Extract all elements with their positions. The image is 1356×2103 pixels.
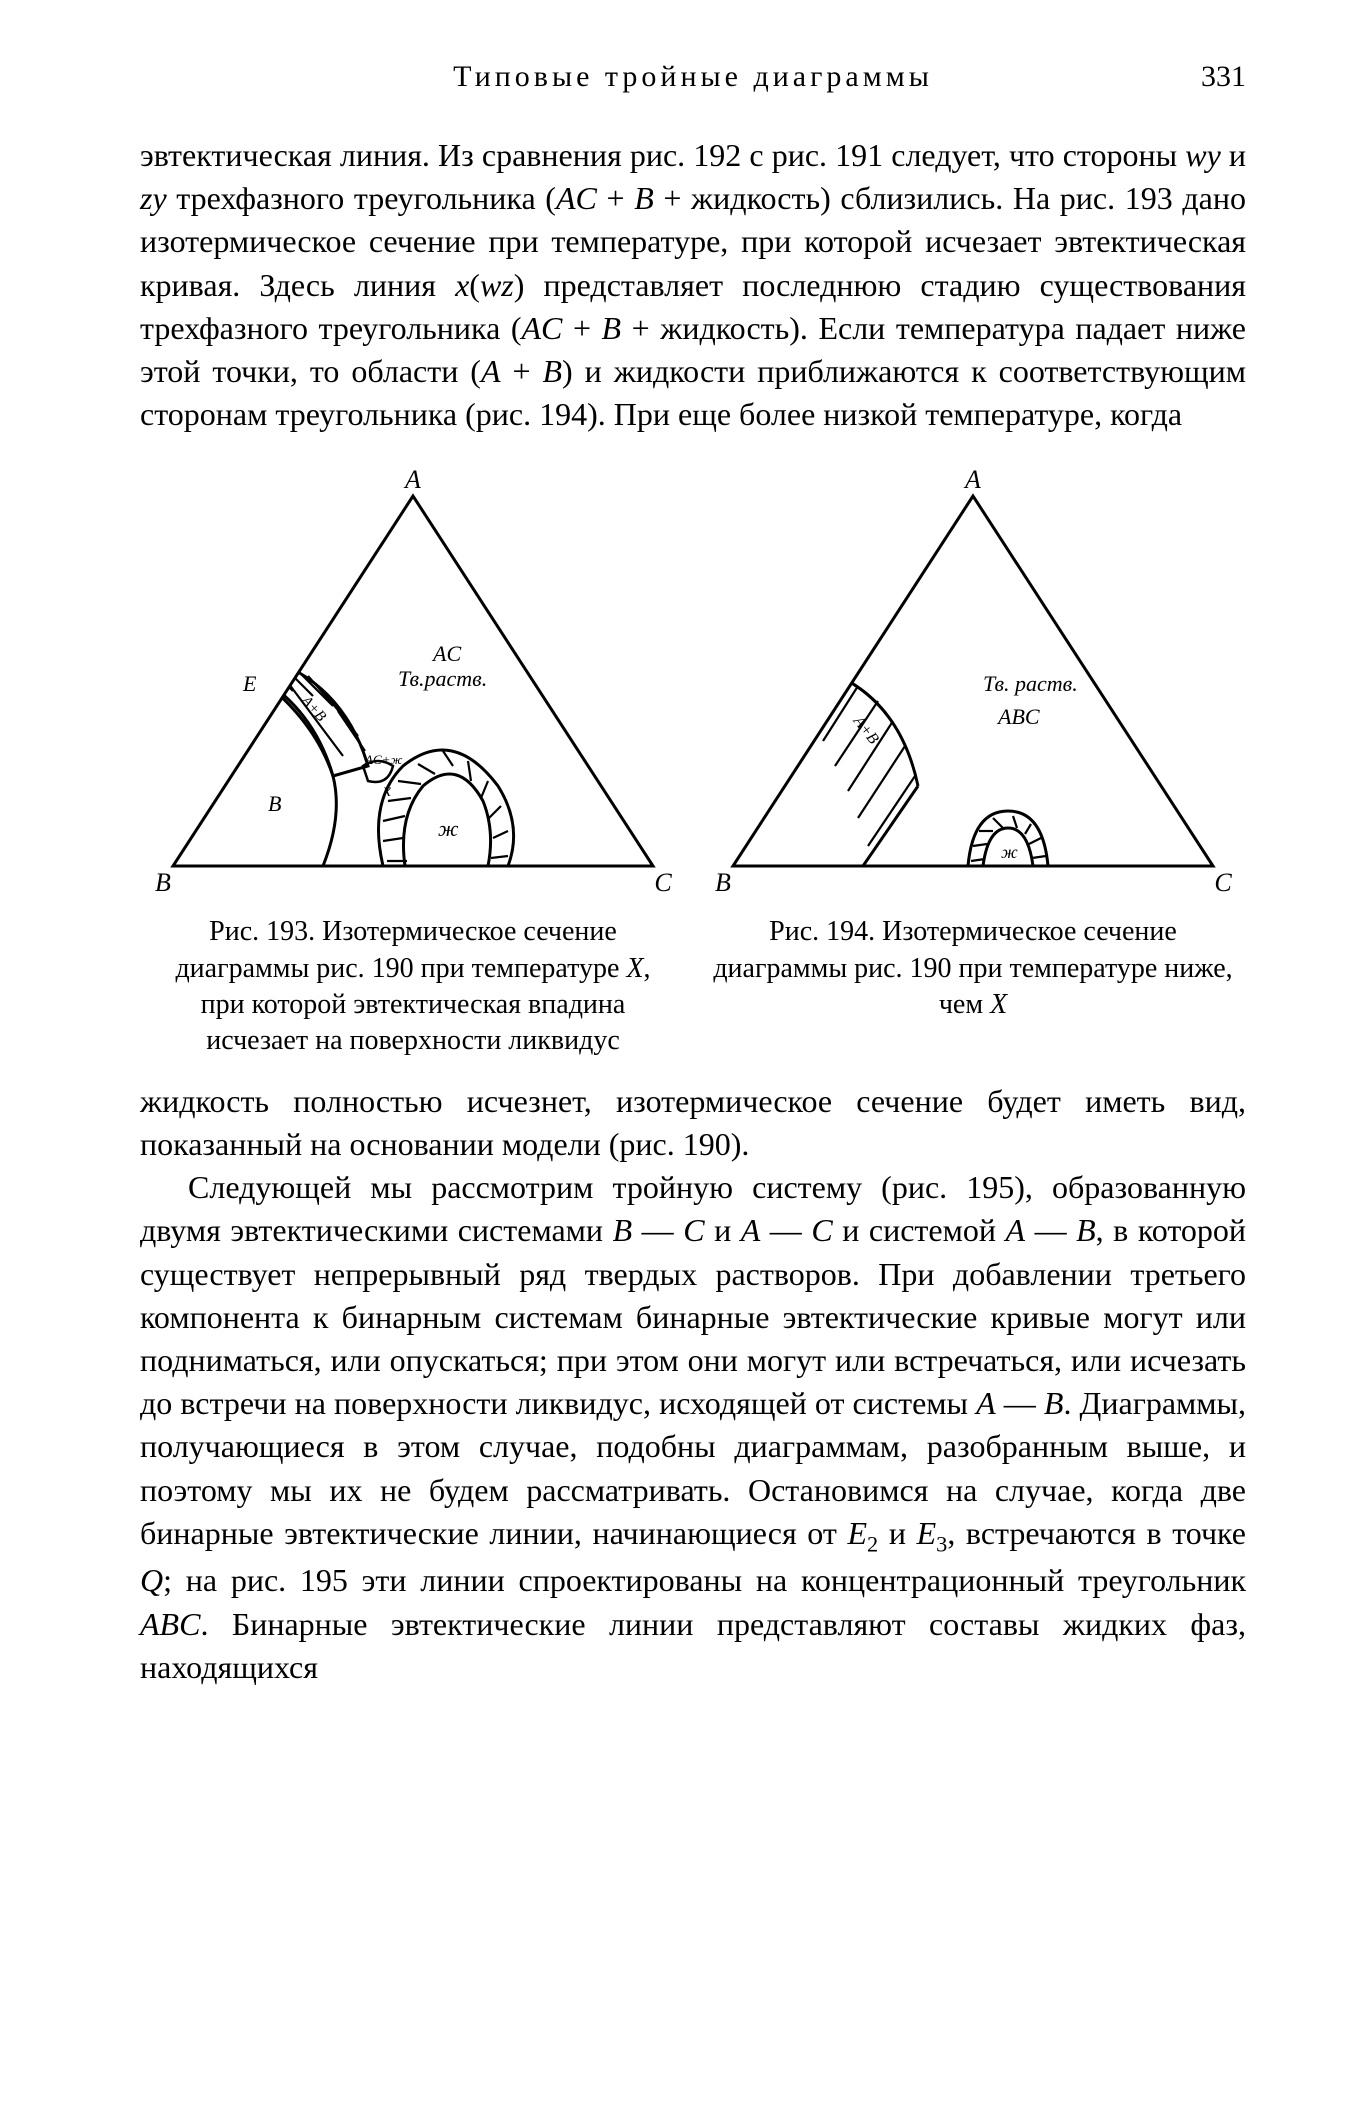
svg-text:AC+ж: AC+ж <box>364 752 402 767</box>
figure-194: A B C Тв. раств. ABC ж A+B Рис. 194. Изо… <box>703 466 1243 1060</box>
svg-text:AC: AC <box>431 641 461 666</box>
figure-194-caption: Рис. 194. Изотермическое сечение диаграм… <box>713 914 1233 1023</box>
svg-text:ABC: ABC <box>996 704 1040 729</box>
svg-text:C: C <box>1214 868 1232 897</box>
running-title: Типовые тройные диаграммы <box>220 60 1166 94</box>
svg-text:x: x <box>382 780 391 800</box>
figures-row: A B C AC Тв.раств. E B ж x A+B AC+ж Рис.… <box>140 466 1246 1060</box>
svg-text:C: C <box>654 868 672 897</box>
page: Типовые тройные диаграммы 331 эвтектичес… <box>0 0 1356 1769</box>
paragraph-2: жидкость полностью исчезнет, изотермичес… <box>140 1080 1246 1166</box>
svg-text:A: A <box>403 466 421 494</box>
figure-193: A B C AC Тв.раств. E B ж x A+B AC+ж Рис.… <box>143 466 683 1060</box>
paragraph-1: эвтектическая линия. Из сравнения рис. 1… <box>140 134 1246 436</box>
body-text-bottom: жидкость полностью исчезнет, изотермичес… <box>140 1080 1246 1689</box>
svg-text:B: B <box>155 868 171 897</box>
svg-text:Тв. раств.: Тв. раств. <box>983 671 1078 696</box>
paragraph-3: Следующей мы рассмотрим тройную систему … <box>140 1166 1246 1689</box>
body-text-top: эвтектическая линия. Из сравнения рис. 1… <box>140 134 1246 436</box>
svg-text:Тв.раств.: Тв.раств. <box>398 666 487 691</box>
page-number: 331 <box>1166 60 1246 94</box>
svg-text:ж: ж <box>1001 842 1018 862</box>
figure-193-caption: Рис. 193. Изотермическое сечение диаграм… <box>153 914 673 1060</box>
figure-193-svg: A B C AC Тв.раств. E B ж x A+B AC+ж <box>143 466 683 906</box>
svg-text:B: B <box>715 868 731 897</box>
figure-194-svg: A B C Тв. раств. ABC ж A+B <box>703 466 1243 906</box>
svg-text:ж: ж <box>438 816 459 841</box>
running-head: Типовые тройные диаграммы 331 <box>140 60 1246 94</box>
svg-text:A: A <box>963 466 981 494</box>
svg-text:A+B: A+B <box>849 713 882 748</box>
svg-text:E: E <box>242 671 257 696</box>
svg-text:B: B <box>268 791 281 816</box>
